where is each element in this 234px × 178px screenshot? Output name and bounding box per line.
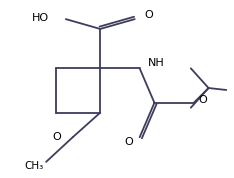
Text: NH: NH [147, 58, 164, 68]
Text: HO: HO [32, 13, 49, 23]
Text: O: O [124, 137, 133, 147]
Text: O: O [199, 95, 208, 105]
Text: CH₃: CH₃ [24, 161, 43, 171]
Text: O: O [145, 10, 153, 20]
Text: O: O [52, 132, 61, 142]
